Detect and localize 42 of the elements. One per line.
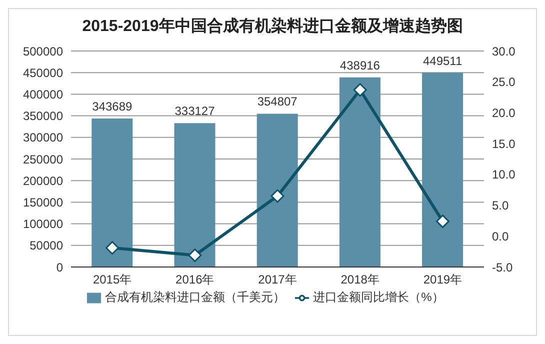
y-tick-label: 450000 — [22, 66, 64, 80]
legend-label: 合成有机染料进口金额（千美元） — [105, 290, 286, 304]
y-tick-label: 350000 — [22, 109, 64, 124]
y-tick-label: 200000 — [22, 174, 64, 188]
y-tick-label: 250000 — [22, 152, 64, 166]
point — [270, 189, 284, 203]
bar — [92, 118, 133, 267]
y2-tick-label: 15.0 — [492, 136, 516, 151]
y2-tick-label: 5.0 — [492, 198, 510, 213]
y-tick-label: 500000 — [22, 44, 64, 58]
bar — [339, 77, 380, 267]
y-tick-label: 400000 — [22, 87, 64, 102]
y2-tick-label: 30.0 — [492, 44, 516, 58]
bar — [422, 72, 464, 267]
y2-tick-label: 20.0 — [492, 106, 516, 120]
y-tick-label: 150000 — [22, 195, 64, 210]
y2-tick-label: 25.0 — [492, 75, 516, 90]
bar — [256, 114, 298, 267]
data-label: 438916 — [340, 58, 380, 72]
data-label: 343689 — [92, 100, 132, 114]
x-tick-label: 2015年 — [92, 272, 132, 287]
x-tick-label: 2016年 — [176, 272, 214, 287]
data-label: 354807 — [257, 94, 298, 109]
y2-tick-label: 0.0 — [492, 229, 510, 244]
y2-tick-label: 10.0 — [492, 168, 516, 182]
y2-tick-label: -5.0 — [492, 260, 514, 274]
y-tick-label: 300000 — [22, 130, 64, 145]
y-tick-label: 50000 — [30, 238, 64, 253]
x-tick-label: 2017年 — [258, 272, 297, 287]
point — [106, 241, 120, 255]
x-tick-label: 2019年 — [423, 272, 462, 287]
chart-title: 2015-2019年中国合成有机染料进口金额及增速趋势图 — [81, 17, 464, 37]
bar — [174, 123, 216, 267]
point — [353, 83, 367, 97]
x-tick-label: 2018年 — [340, 272, 380, 287]
data-label: 333127 — [174, 104, 216, 118]
legend-label: 进口金额同比增长（%） — [313, 290, 444, 304]
point — [188, 248, 202, 262]
y-tick-label: 0 — [56, 260, 64, 274]
point — [436, 214, 450, 228]
data-label: 449511 — [422, 54, 462, 68]
y-tick-label: 100000 — [22, 217, 64, 232]
